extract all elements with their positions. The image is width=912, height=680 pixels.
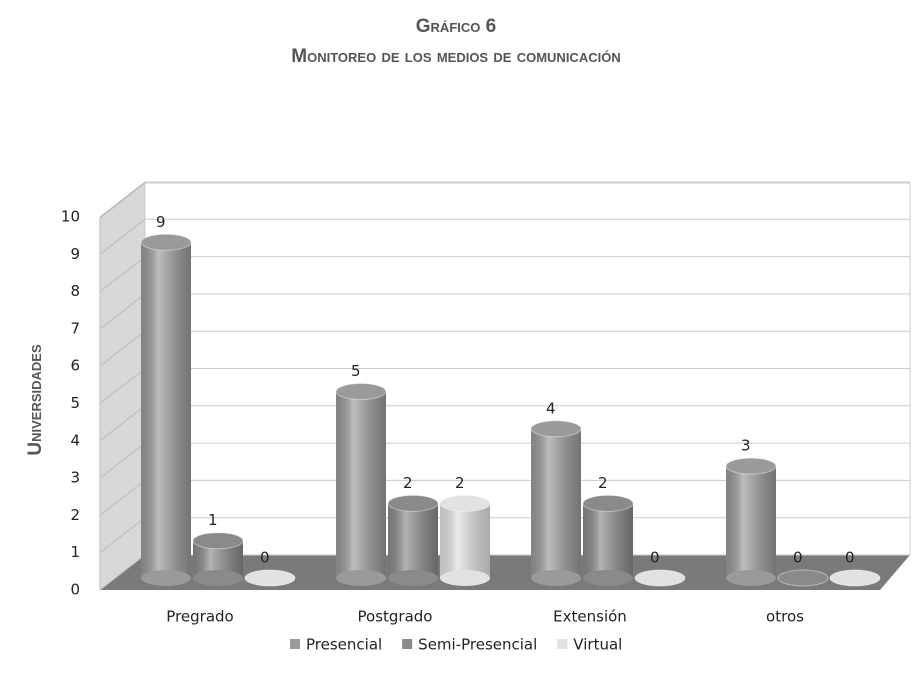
y-tick-label: 4 [70,431,80,449]
x-tick-label: Extensión [553,608,627,626]
bar [387,494,439,586]
bar-shine [388,503,438,578]
bar [439,494,491,586]
data-label: 0 [650,549,660,567]
y-tick-label: 3 [70,469,80,487]
data-label: 0 [845,549,855,567]
x-tick-label: Pregrado [166,608,233,626]
y-tick-label: 7 [70,319,80,337]
data-label: 4 [546,399,556,417]
bar [829,569,881,587]
data-label: 2 [403,474,413,492]
x-tick-label: otros [766,608,804,626]
bar-top [192,532,244,550]
bar-shine [726,466,776,578]
bar [634,569,686,587]
grid-line [99,405,146,442]
bar-top [244,569,296,587]
grid-line [99,368,146,404]
data-label: 9 [156,213,166,231]
bar [530,420,582,586]
bar-bottom [388,570,438,586]
grid-line [99,181,146,218]
legend-label: Virtual [573,636,622,654]
data-label: 2 [598,474,608,492]
bar [777,569,829,587]
bar-top [530,420,582,438]
y-tick-label: 10 [61,208,80,226]
floor [100,555,910,590]
bar [140,233,192,586]
bar-top [777,569,829,587]
y-tick-label: 1 [70,543,80,561]
bar-bottom [336,570,386,586]
y-tick-label: 6 [70,357,80,375]
legend-swatch [290,639,300,649]
data-label: 3 [741,437,751,455]
y-tick-label: 2 [70,506,80,524]
y-tick-label: 0 [70,581,80,599]
grid-line [99,330,146,367]
chart-title: Gráfico 6 [416,16,496,37]
bar [582,494,634,586]
bar-top [725,457,777,475]
grid-line [99,517,146,554]
y-tick-label: 9 [70,245,80,263]
bar-top [387,494,439,512]
bar [244,569,296,587]
legend-swatch [402,639,413,649]
grid-line [99,554,146,591]
grid-line [99,480,146,516]
grid-line [99,256,146,292]
bar-bottom [531,570,581,586]
data-label: 1 [208,511,218,529]
grid-line [99,293,146,330]
legend-label: Semi-Presencial [418,636,537,654]
data-label: 0 [260,549,270,567]
grid-line [99,218,146,255]
data-label: 5 [351,362,361,380]
bar-shine [531,428,581,578]
y-axis-label: Universidades [25,344,46,456]
bar-shine [583,503,633,578]
bar [192,532,244,586]
bar-bottom [726,570,776,586]
bar-top [829,569,881,587]
bar-shine [440,503,490,578]
bar-top [634,569,686,587]
x-tick-label: Postgrado [358,608,433,626]
bar-shine [141,242,191,579]
bar [725,457,777,586]
data-label: 2 [455,474,465,492]
legend-label: Presencial [306,636,382,654]
bar-top [582,494,634,512]
bar-top [439,494,491,512]
grid-line [99,442,146,479]
data-label: 0 [793,549,803,567]
bar [335,383,387,586]
bar-bottom [440,570,490,586]
bar-shine [336,391,386,578]
legend-swatch [557,639,568,649]
y-tick-label: 8 [70,282,80,300]
y-tick-label: 5 [70,394,80,412]
bar-bottom [141,570,191,586]
bar-bottom [583,570,633,586]
bar-bottom [193,570,243,586]
bar-top [335,383,387,400]
bar-top [140,233,192,251]
chart-subtitle: Monitoreo de los medios de comunicación [291,46,620,67]
